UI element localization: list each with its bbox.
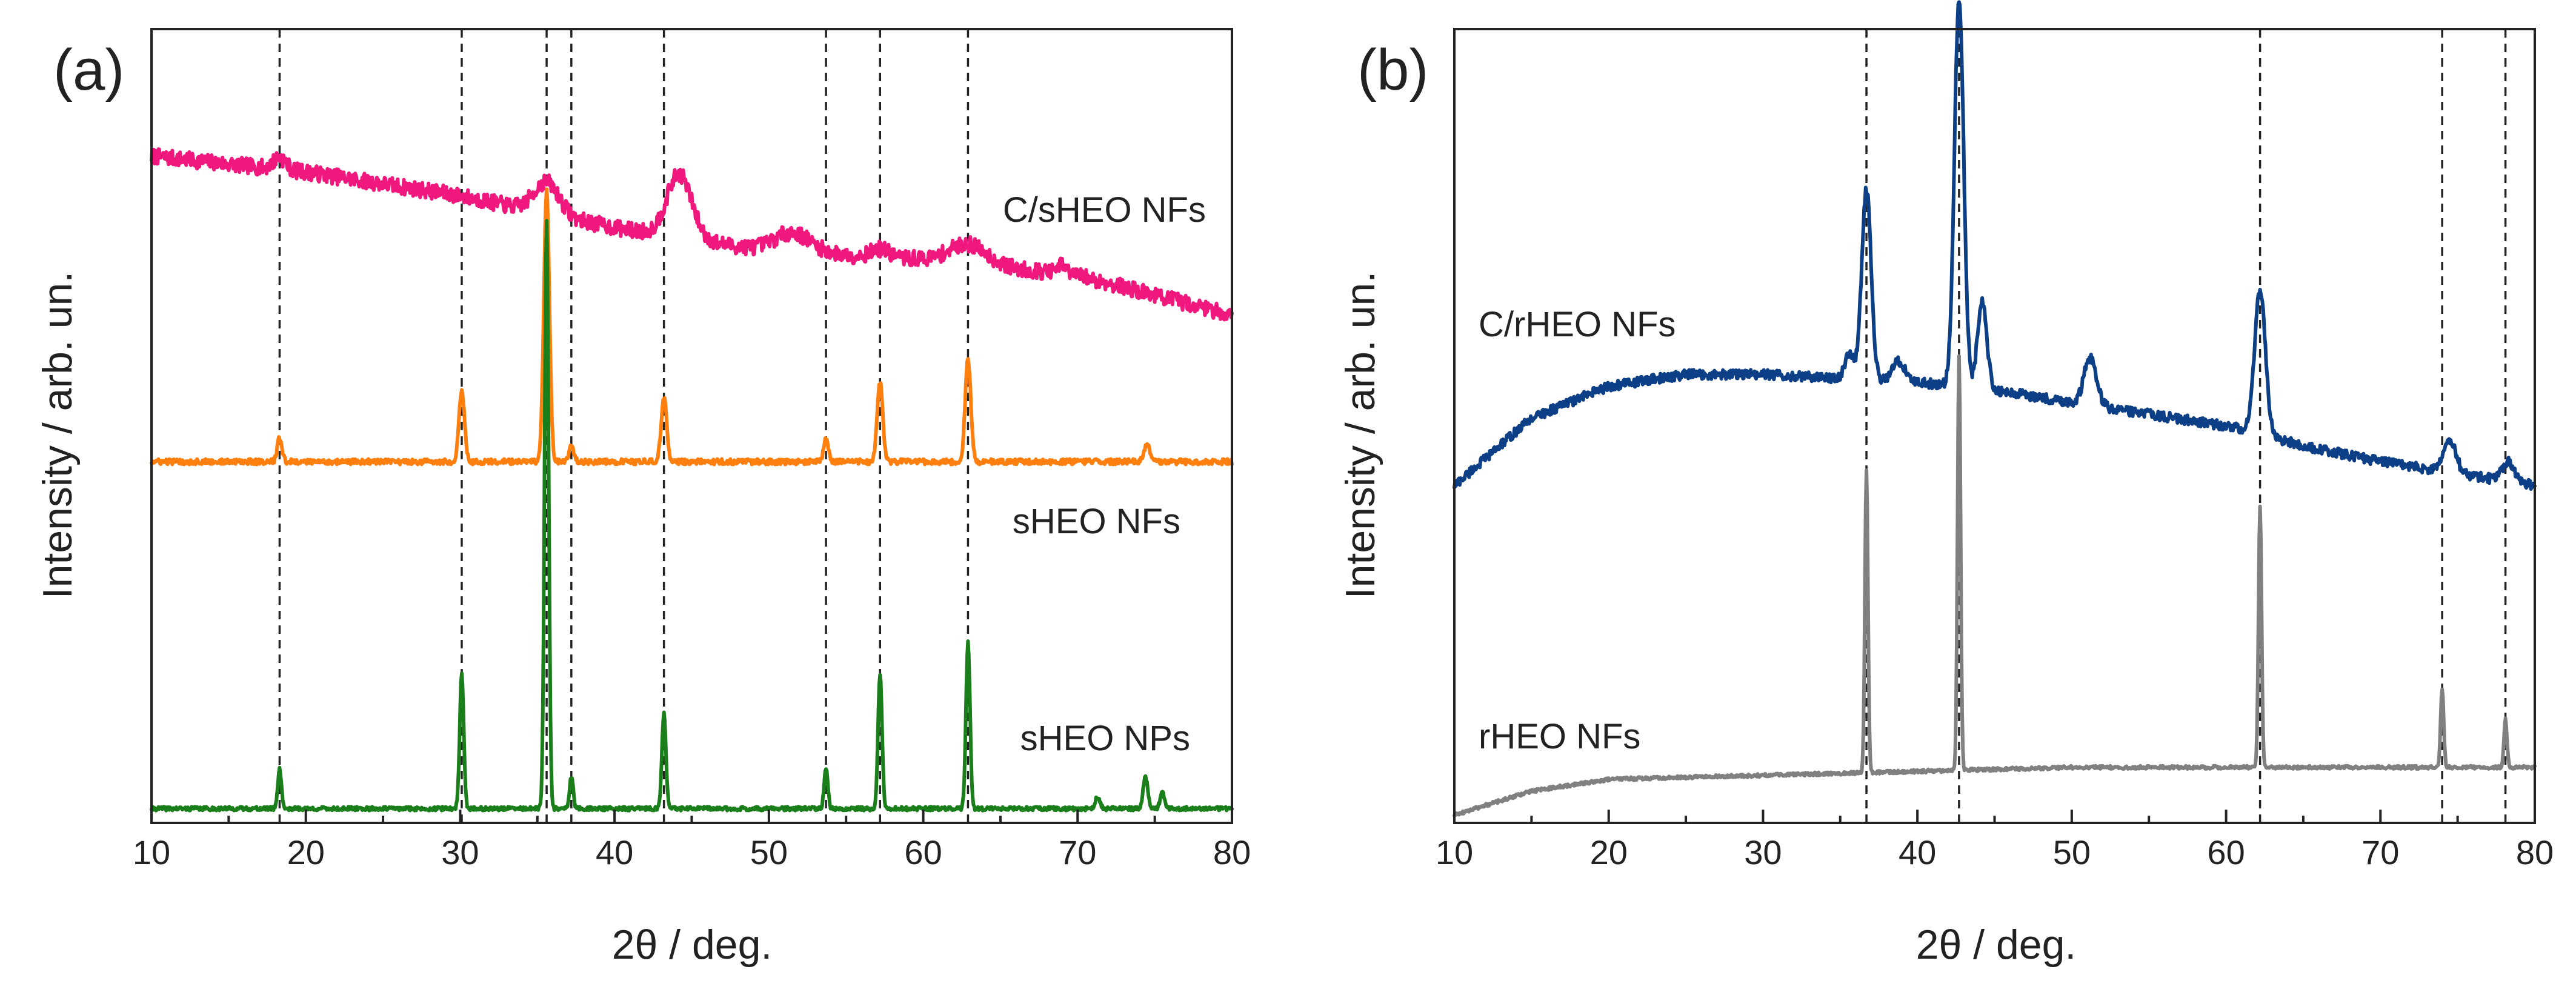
series-c-sheo-nfs (150, 147, 1234, 322)
series-sheo-nps (150, 219, 1234, 813)
panel-a-x-axis-label: 2θ / deg. (612, 922, 773, 968)
series-label-rheo-nfs: rHEO NFs (1479, 717, 1640, 756)
x-tick-label-60: 60 (904, 833, 942, 871)
series-rheo-nfs (1453, 354, 2537, 817)
panel-b-label: (b) (1357, 38, 1428, 102)
series-label-c-sheo-nfs: C/sHEO NFs (1003, 190, 1206, 230)
x-tick-label-70: 70 (1059, 833, 1096, 871)
series-label-sheo-nps: sHEO NPs (1020, 719, 1190, 758)
x-tick-label-10: 10 (133, 833, 170, 871)
panel-b-x-ticks: 10 20 30 40 50 60 70 80 (1436, 810, 2554, 871)
x-tick-label-70: 70 (2361, 833, 2399, 871)
series-sheo-nfs (150, 187, 1234, 467)
x-tick-label-40: 40 (1899, 833, 1936, 871)
series-c-rheo-nfs (1453, 0, 2537, 491)
x-tick-label-50: 50 (750, 833, 788, 871)
x-tick-label-50: 50 (2053, 833, 2091, 871)
panel-b-x-axis-label: 2θ / deg. (1916, 922, 2077, 968)
panel-b-chart: (b) Intensity / arb. un. 2θ / deg. 10 20 3… (1337, 0, 2554, 968)
panel-a-x-ticks: 10 20 30 40 50 60 70 80 (133, 810, 1251, 871)
x-tick-label-10: 10 (1436, 833, 1473, 871)
x-tick-label-30: 30 (441, 833, 479, 871)
panel-b-plot-frame (1453, 28, 2536, 824)
panel-b-y-axis-label: Intensity / arb. un. (1337, 271, 1383, 599)
x-tick-label-20: 20 (1590, 833, 1628, 871)
panel-a-series (150, 147, 1234, 813)
x-tick-label-20: 20 (287, 833, 325, 871)
x-tick-label-40: 40 (596, 833, 633, 871)
x-tick-label-80: 80 (2516, 833, 2554, 871)
panel-a-reference-lines (278, 29, 970, 823)
panel-b-reference-lines (1865, 29, 2507, 823)
panel-b-series (1453, 0, 2537, 817)
panel-a-plot-frame (150, 28, 1233, 824)
series-label-sheo-nfs: sHEO NFs (1013, 502, 1180, 541)
x-tick-label-80: 80 (1213, 833, 1251, 871)
x-tick-label-60: 60 (2207, 833, 2245, 871)
x-tick-label-30: 30 (1744, 833, 1782, 871)
series-label-c-rheo-nfs: C/rHEO NFs (1479, 305, 1676, 344)
panel-a-chart: (a) Intensity / arb. un. 2θ / deg. 10 20 3… (35, 28, 1251, 968)
panel-a-label: (a) (53, 38, 124, 102)
panel-a-y-axis-label: Intensity / arb. un. (35, 271, 81, 599)
